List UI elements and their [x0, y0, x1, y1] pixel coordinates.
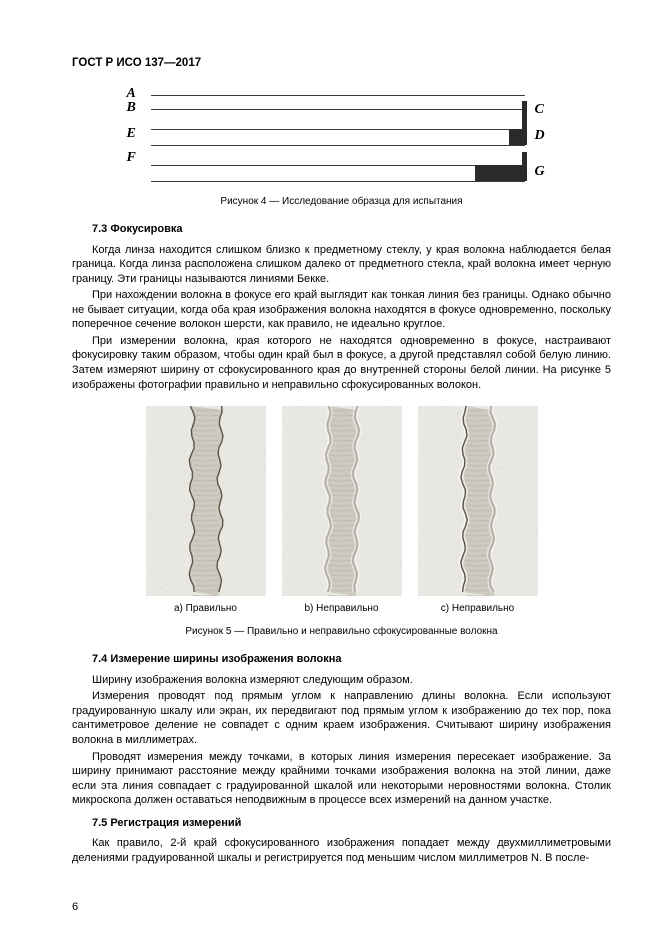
body-text: При измерении волокна, края которого не …: [72, 334, 611, 392]
diagram-line: [151, 129, 525, 130]
diagram-line: [151, 95, 525, 96]
section-7-3-title: 7.3 Фокусировка: [92, 222, 611, 237]
diagram-line: [151, 181, 525, 182]
section-7-4-title: 7.4 Измерение ширины изображения волокна: [92, 652, 611, 667]
page-header: ГОСТ Р ИСО 137—2017: [72, 56, 611, 71]
body-text: Измерения проводят под прямым углом к на…: [72, 689, 611, 747]
diagram-bar: [522, 101, 527, 129]
fiber-photo-cell: a) Правильно: [146, 406, 266, 615]
body-text: Когда линза находится слишком близко к п…: [72, 243, 611, 287]
fiber-photo-caption: a) Правильно: [146, 602, 266, 615]
figure-4-diagram: ABEFCDG: [127, 85, 557, 185]
figure-5-caption: Рисунок 5 — Правильно и неправильно сфок…: [72, 625, 611, 638]
body-text: Ширину изображения волокна измеряют след…: [72, 673, 611, 688]
fiber-photo: [146, 406, 266, 596]
body-text: Как правило, 2-й край сфокусированного и…: [72, 836, 611, 865]
diagram-bar: [522, 152, 527, 181]
diagram-line: [151, 165, 525, 166]
diagram-label: B: [127, 99, 136, 117]
figure-4-caption: Рисунок 4 — Исследование образца для исп…: [72, 195, 611, 208]
diagram-line: [151, 145, 525, 146]
diagram-label: C: [535, 101, 544, 119]
body-text: При нахождении волокна в фокусе его край…: [72, 288, 611, 332]
diagram-bar: [509, 129, 527, 145]
fiber-photo-cell: c) Неправильно: [418, 406, 538, 615]
diagram-label: F: [127, 149, 136, 167]
figure-5-row: a) Правильно b) Неправильно c) Неправильно: [72, 406, 611, 615]
fiber-photo-caption: c) Неправильно: [418, 602, 538, 615]
fiber-photo-caption: b) Неправильно: [282, 602, 402, 615]
diagram-label: D: [535, 127, 545, 145]
diagram-label: E: [127, 125, 136, 143]
diagram-label: G: [535, 163, 545, 181]
diagram-bar: [475, 165, 527, 181]
page-number: 6: [72, 900, 78, 915]
section-7-5-title: 7.5 Регистрация измерений: [92, 816, 611, 831]
fiber-photo: [282, 406, 402, 596]
diagram-line: [151, 109, 525, 110]
body-text: Проводят измерения между точками, в кото…: [72, 750, 611, 808]
fiber-photo-cell: b) Неправильно: [282, 406, 402, 615]
fiber-photo: [418, 406, 538, 596]
